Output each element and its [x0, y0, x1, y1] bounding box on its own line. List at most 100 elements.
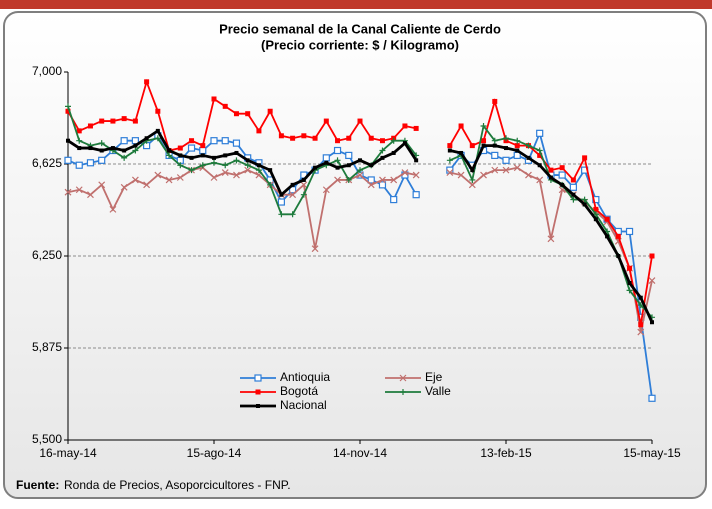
point [570, 177, 576, 183]
point [570, 196, 577, 203]
point [256, 128, 262, 134]
point [469, 143, 475, 149]
point [313, 165, 318, 170]
point [133, 143, 138, 148]
point [155, 128, 160, 133]
point [648, 277, 656, 284]
point [581, 196, 588, 203]
point [446, 169, 454, 177]
point [380, 155, 385, 160]
point [121, 116, 127, 122]
point [446, 157, 453, 164]
point [515, 148, 520, 153]
legend-marker [255, 389, 261, 395]
point [358, 158, 362, 163]
point [255, 167, 262, 174]
point [177, 145, 183, 151]
point [300, 181, 308, 189]
point [234, 150, 239, 155]
point [212, 155, 216, 160]
point [245, 111, 251, 117]
point [322, 154, 330, 162]
point [504, 146, 508, 151]
point [154, 135, 161, 142]
point [502, 156, 510, 164]
point [312, 135, 318, 141]
point [367, 176, 375, 184]
point [256, 163, 261, 168]
point [571, 192, 576, 197]
point [637, 328, 645, 336]
point [245, 158, 250, 163]
point [560, 182, 565, 187]
point [335, 138, 341, 144]
point [233, 111, 239, 117]
point [189, 138, 195, 144]
point [199, 146, 207, 155]
point [368, 135, 374, 141]
point [76, 137, 83, 144]
legend-label: Antioquia [280, 370, 330, 384]
point [233, 171, 240, 179]
legend-marker [256, 404, 260, 408]
point [335, 165, 340, 170]
panel [3, 11, 707, 499]
point [289, 211, 296, 218]
point [77, 146, 82, 151]
point [178, 153, 183, 158]
point [277, 198, 285, 206]
point [176, 174, 184, 181]
point [569, 183, 577, 191]
point [379, 147, 386, 154]
point [76, 128, 82, 134]
point [322, 186, 330, 194]
point [199, 162, 206, 169]
point [492, 143, 497, 148]
y-tick-label: 5,500 [32, 432, 62, 446]
point [648, 394, 656, 402]
point [222, 103, 228, 109]
point [558, 171, 566, 179]
point [144, 79, 150, 85]
point [525, 142, 532, 149]
point [334, 176, 341, 184]
point [525, 171, 532, 179]
point [625, 227, 634, 236]
point [469, 176, 476, 183]
point [357, 167, 363, 174]
point [99, 148, 104, 153]
point [345, 176, 352, 183]
top-bar [0, 0, 712, 9]
point [413, 125, 419, 131]
point [189, 155, 194, 160]
point [99, 118, 105, 124]
point [210, 174, 218, 181]
point [98, 181, 106, 189]
point [98, 140, 105, 147]
point [367, 181, 375, 189]
y-tick-label: 6,625 [32, 156, 62, 170]
point [290, 182, 295, 187]
point [503, 135, 509, 142]
point [333, 146, 342, 155]
point [211, 159, 217, 166]
point [345, 151, 353, 160]
point [537, 163, 542, 168]
point [627, 280, 632, 285]
point [412, 171, 420, 179]
point [244, 162, 251, 169]
point [390, 195, 398, 204]
point [279, 192, 284, 197]
point [593, 217, 598, 222]
point [548, 167, 554, 173]
point [458, 123, 464, 129]
point [468, 181, 476, 189]
point [513, 164, 521, 172]
point [414, 158, 419, 163]
legend-marker [254, 374, 262, 382]
point [391, 150, 396, 155]
point [379, 138, 385, 144]
point [165, 176, 173, 184]
point [537, 152, 543, 158]
